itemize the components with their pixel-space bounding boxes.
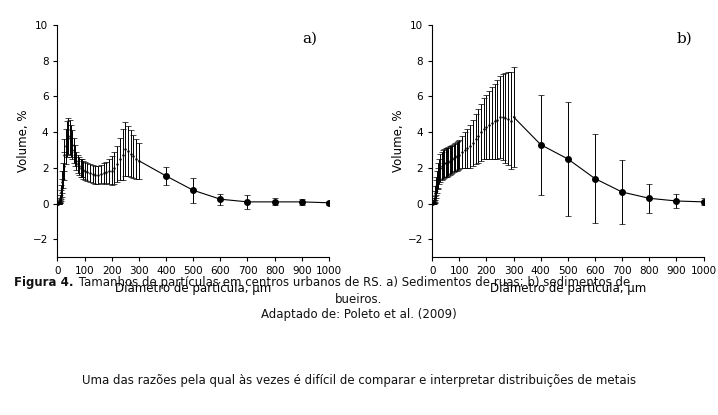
Text: bueiros.: bueiros. [335,293,383,305]
Text: a): a) [302,32,317,46]
X-axis label: Diâmetro de partícula, μm: Diâmetro de partícula, μm [115,282,271,295]
Text: Adaptado de: Poleto et al. (2009): Adaptado de: Poleto et al. (2009) [261,308,457,321]
Y-axis label: Volume, %: Volume, % [17,110,30,172]
Text: b): b) [676,32,692,46]
X-axis label: Diâmetro de partícula, μm: Diâmetro de partícula, μm [490,282,646,295]
Y-axis label: Volume, %: Volume, % [392,110,405,172]
Text: Uma das razões pela qual às vezes é difícil de comparar e interpretar distribuiç: Uma das razões pela qual às vezes é difí… [82,374,636,386]
Text: Figura 4.: Figura 4. [14,276,74,289]
Text: Tamanhos de partículas em centros urbanos de RS. a) Sedimentos de ruas; b) sedim: Tamanhos de partículas em centros urbano… [75,276,630,289]
